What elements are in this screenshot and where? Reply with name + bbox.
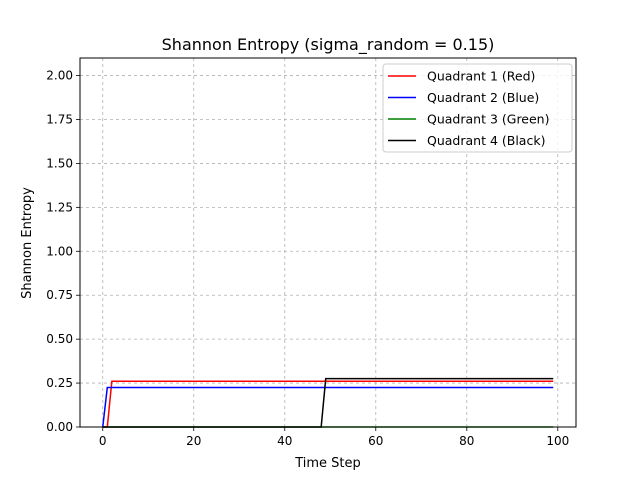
y-tick-label: 0.75 <box>46 288 73 302</box>
y-tick-label: 1.00 <box>46 244 73 258</box>
legend-label: Quadrant 4 (Black) <box>427 133 545 148</box>
x-tick-label: 40 <box>277 434 292 448</box>
x-tick-label: 0 <box>99 434 107 448</box>
legend: Quadrant 1 (Red) Quadrant 2 (Blue) Quadran… <box>382 63 573 153</box>
legend-box <box>382 63 573 153</box>
x-tick-label: 100 <box>546 434 569 448</box>
y-tick-label: 2.00 <box>46 69 73 83</box>
legend-label: Quadrant 2 (Blue) <box>427 90 539 105</box>
series-line-quadrant-2-blue <box>102 386 554 428</box>
legend-label: Quadrant 3 (Green) <box>427 112 550 127</box>
y-tick-label: 1.50 <box>46 156 73 170</box>
y-tick-label: 0.50 <box>46 332 73 346</box>
y-tick-label: 1.25 <box>46 200 73 214</box>
y-tick-label: 0.00 <box>46 420 73 434</box>
x-tick-label: 80 <box>459 434 474 448</box>
grid <box>80 58 576 428</box>
plot-area-frame <box>79 57 577 428</box>
axis-ticks: 0 20 40 60 80 100 0.00 0.25 0.50 0.75 1.00 1.25 1.50… <box>46 69 569 448</box>
y-tick-label: 0.25 <box>46 376 73 390</box>
y-axis-label: Shannon Entropy <box>20 187 35 299</box>
y-tick-label: 1.75 <box>46 113 73 127</box>
x-tick-label: 20 <box>186 434 201 448</box>
x-axis-label: Time Step <box>294 456 361 471</box>
chart-title: Shannon Entropy (sigma_random = 0.15) <box>162 35 495 55</box>
x-tick-label: 60 <box>368 434 383 448</box>
legend-label: Quadrant 1 (Red) <box>427 69 535 84</box>
